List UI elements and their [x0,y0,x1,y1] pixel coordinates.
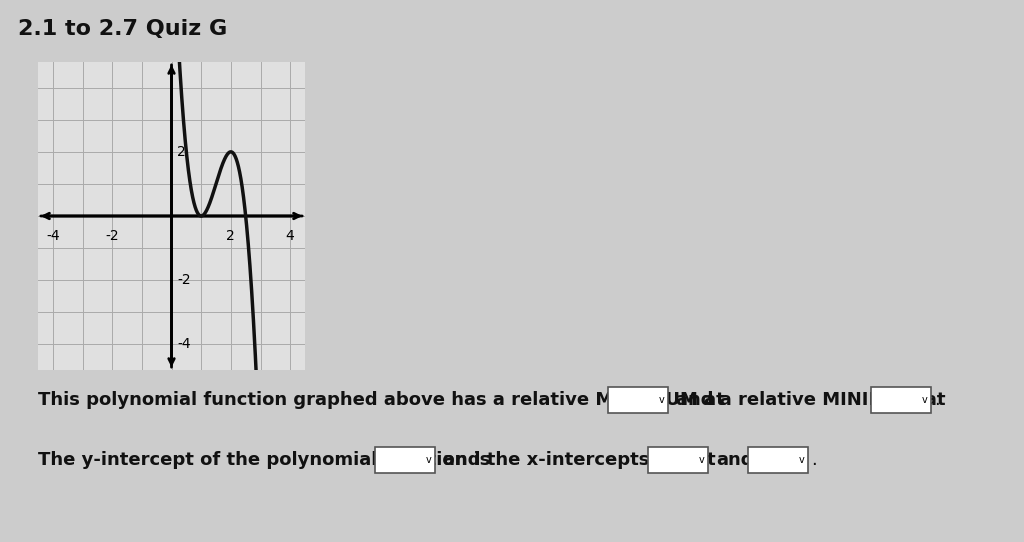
Text: and: and [716,451,754,469]
Text: 2: 2 [226,229,236,243]
Text: v: v [659,395,665,405]
FancyBboxPatch shape [648,447,708,473]
Text: and a relative MINIMUM at: and a relative MINIMUM at [676,391,945,409]
Text: v: v [699,455,705,465]
Text: v: v [799,455,805,465]
Text: 2.1 to 2.7 Quiz G: 2.1 to 2.7 Quiz G [18,19,227,39]
Text: v: v [923,395,928,405]
Text: -4: -4 [177,337,191,351]
FancyBboxPatch shape [871,387,931,413]
Text: The y-intercept of the polynomial function is: The y-intercept of the polynomial functi… [38,451,490,469]
Text: 2: 2 [177,145,186,159]
Text: -2: -2 [177,273,191,287]
Text: .: . [934,391,940,409]
Text: This polynomial function graphed above has a relative MAXIMUM at: This polynomial function graphed above h… [38,391,725,409]
Text: 4: 4 [286,229,295,243]
Text: v: v [426,455,432,465]
FancyBboxPatch shape [608,387,668,413]
Text: .: . [811,451,817,469]
Text: and the x-intercepts are at: and the x-intercepts are at [443,451,716,469]
FancyBboxPatch shape [748,447,808,473]
Text: -2: -2 [105,229,119,243]
Text: -4: -4 [46,229,59,243]
FancyBboxPatch shape [375,447,435,473]
